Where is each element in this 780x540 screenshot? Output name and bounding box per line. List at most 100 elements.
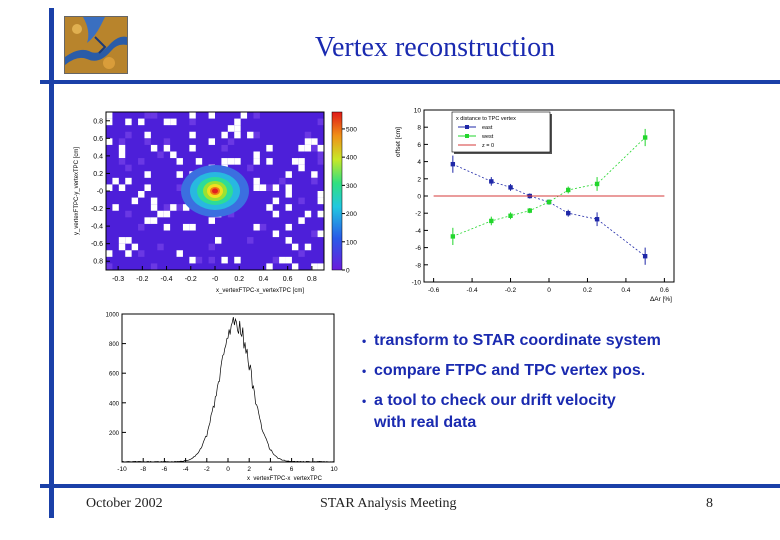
heatmap-empty-cell bbox=[311, 263, 318, 270]
heatmap-cell bbox=[106, 263, 113, 270]
heatmap-colorbar bbox=[331, 111, 343, 271]
heatmap-empty-cell bbox=[144, 217, 151, 224]
heatmap-cell bbox=[298, 250, 305, 257]
star-logo-icon bbox=[64, 16, 128, 74]
heatmap-empty-cell bbox=[304, 243, 312, 251]
heatmap-y-tick-label: 0.4 bbox=[93, 153, 103, 160]
offset-y-tick-label: -4 bbox=[415, 228, 421, 235]
heatmap-cell bbox=[176, 184, 183, 191]
heatmap-empty-cell bbox=[272, 230, 280, 238]
heatmap-y-tick-label: -0.4 bbox=[91, 224, 103, 231]
heatmap-x-tick-label: -0.3 bbox=[112, 276, 124, 283]
heatmap-empty-cell bbox=[304, 210, 312, 218]
colorbar-tick-label: 300 bbox=[346, 183, 357, 190]
heatmap-empty-cell bbox=[272, 197, 280, 205]
heatmap-empty-cell bbox=[118, 184, 126, 191]
heatmap-x-axis-label: x_vertexFTPC-x_vertexTPC [cm] bbox=[216, 288, 304, 294]
heatmap-empty-cell bbox=[266, 144, 273, 152]
heatmap-empty-cell bbox=[208, 138, 215, 145]
heatmap-empty-cell bbox=[144, 184, 151, 191]
heatmap-x-tick-label: 0.6 bbox=[283, 276, 293, 283]
histogram-x-axis-label: x_vertexFTPC-x_vertexTPC bbox=[247, 476, 323, 480]
heatmap-empty-cell bbox=[253, 151, 260, 159]
heatmap-empty-cell bbox=[266, 263, 273, 270]
heatmap-cell bbox=[163, 204, 171, 211]
heatmap-empty-cell bbox=[317, 197, 324, 205]
heatmap-empty-cell bbox=[215, 237, 222, 244]
heatmap-empty-cell bbox=[234, 158, 241, 165]
heatmap-empty-cell bbox=[291, 243, 299, 251]
east-data-point bbox=[566, 211, 571, 216]
offset-y-tick-label: -8 bbox=[415, 262, 421, 269]
heatmap-cell bbox=[157, 151, 164, 159]
heatmap-empty-cell bbox=[176, 171, 183, 178]
heatmap-cell bbox=[311, 230, 318, 238]
offset-y-tick-label: 2 bbox=[417, 176, 421, 183]
heatmap-cell bbox=[118, 158, 126, 165]
west-series-line bbox=[452, 137, 646, 237]
legend-marker bbox=[465, 134, 469, 138]
offset-x-tick-label: -0.6 bbox=[428, 287, 440, 294]
heatmap-empty-cell bbox=[112, 204, 119, 211]
heatmap-empty-cell bbox=[247, 131, 254, 139]
footer-date: October 2002 bbox=[86, 496, 163, 511]
accent-vertical-bar bbox=[49, 8, 54, 518]
heatmap-empty-cell bbox=[144, 131, 151, 139]
colorbar-tick-label: 100 bbox=[346, 239, 357, 246]
histogram-x-tick-label: 0 bbox=[226, 466, 230, 473]
heatmap-empty-cell bbox=[266, 158, 273, 165]
heatmap-empty-cell bbox=[298, 217, 305, 224]
offset-y-tick-label: -10 bbox=[412, 280, 422, 287]
heatmap-cell bbox=[253, 131, 260, 139]
heatmap-empty-cell bbox=[285, 171, 292, 178]
heatmap-cell bbox=[125, 210, 132, 218]
heatmap-cell bbox=[144, 138, 151, 145]
heatmap-cell bbox=[208, 243, 215, 251]
heatmap-empty-cell bbox=[253, 223, 260, 231]
heatmap-cell bbox=[317, 158, 324, 165]
histogram-y-tick-label: 800 bbox=[109, 342, 120, 348]
heatmap-empty-cell bbox=[189, 256, 196, 264]
heatmap-empty-cell bbox=[138, 191, 145, 198]
east-data-point bbox=[508, 185, 513, 190]
offset-x-tick-label: -0.2 bbox=[505, 287, 517, 294]
heatmap-empty-cell bbox=[221, 256, 228, 264]
heatmap-empty-cell bbox=[189, 223, 196, 231]
histogram-x-tick-label: -6 bbox=[162, 466, 168, 473]
heatmap-cell bbox=[125, 164, 132, 172]
heatmap-empty-cell bbox=[227, 158, 235, 165]
heatmap-empty-cell bbox=[106, 250, 113, 257]
heatmap-empty-cell bbox=[240, 112, 248, 119]
heatmap-empty-cell bbox=[195, 158, 203, 165]
heatmap-empty-cell bbox=[253, 184, 260, 191]
heatmap-empty-cell bbox=[285, 256, 292, 264]
heatmap-cell bbox=[157, 243, 164, 251]
offset-y-tick-label: 8 bbox=[417, 125, 421, 132]
histogram-x-tick-label: -8 bbox=[140, 466, 146, 473]
heatmap-y-tick-label: 0.2 bbox=[93, 171, 103, 178]
heatmap-x-tick-label: 0.2 bbox=[234, 276, 244, 283]
histogram-x-tick-label: 8 bbox=[311, 466, 315, 473]
offset-x-tick-label: 0.4 bbox=[621, 287, 630, 294]
vertex-histogram: -10 -8 -6 -4 -2 0 2 4 6 8 10 1000 800 600 400 200 x_vert… bbox=[106, 313, 338, 483]
offset-y-tick-label: 4 bbox=[417, 159, 421, 166]
heatmap-cell bbox=[138, 158, 145, 165]
west-data-point bbox=[594, 181, 600, 187]
heatmap-cell bbox=[317, 118, 324, 126]
heatmap-empty-cell bbox=[298, 164, 305, 172]
heatmap-cell bbox=[259, 223, 267, 231]
heatmap-empty-cell bbox=[163, 144, 171, 152]
heatmap-cell bbox=[138, 250, 145, 257]
histogram-x-tick-label: -4 bbox=[183, 466, 189, 473]
heatmap-cell bbox=[144, 112, 151, 119]
heatmap-empty-cell bbox=[285, 204, 292, 211]
heatmap-empty-cell bbox=[125, 118, 132, 126]
page-number: 8 bbox=[706, 496, 713, 511]
heatmap-empty-cell bbox=[189, 131, 196, 139]
heatmap-empty-cell bbox=[234, 118, 241, 126]
heatmap-empty-cell bbox=[150, 204, 158, 211]
legend-marker bbox=[465, 125, 469, 129]
heatmap-empty-cell bbox=[144, 171, 151, 178]
histogram-y-tick-label: 600 bbox=[109, 372, 120, 378]
heatmap-cell bbox=[189, 118, 196, 126]
